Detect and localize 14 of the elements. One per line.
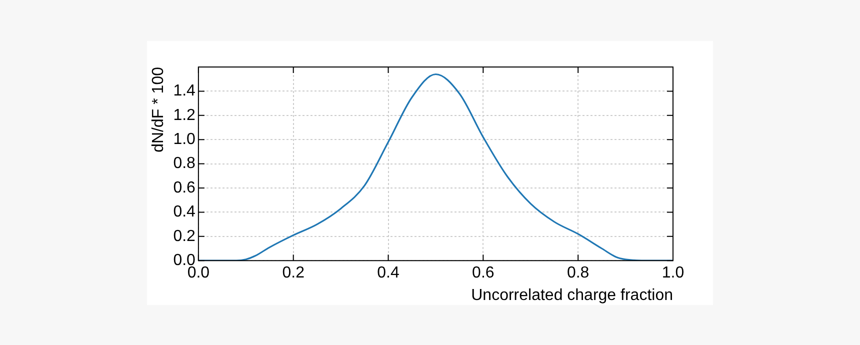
y-tick-label: 0.6 xyxy=(173,179,196,196)
x-tick-label: 0.2 xyxy=(282,264,305,282)
y-tick-label: 1.4 xyxy=(173,82,196,100)
y-tick-label: 0.8 xyxy=(173,155,196,172)
x-tick-label: 1.0 xyxy=(662,264,684,282)
x-tick-label: 0.6 xyxy=(472,264,494,282)
y-axis-title: dN/dF * 100 xyxy=(150,66,168,152)
y-tick-label: 0.4 xyxy=(173,204,196,221)
x-tick-label: 0.8 xyxy=(566,264,590,282)
x-tick-label: 0.4 xyxy=(377,264,400,282)
x-axis-title: Uncorrelated charge fraction xyxy=(471,286,673,304)
y-tick-label: 1.0 xyxy=(173,131,196,148)
y-tick-label: 0.2 xyxy=(173,228,196,245)
y-tick-label: 1.2 xyxy=(173,106,196,124)
